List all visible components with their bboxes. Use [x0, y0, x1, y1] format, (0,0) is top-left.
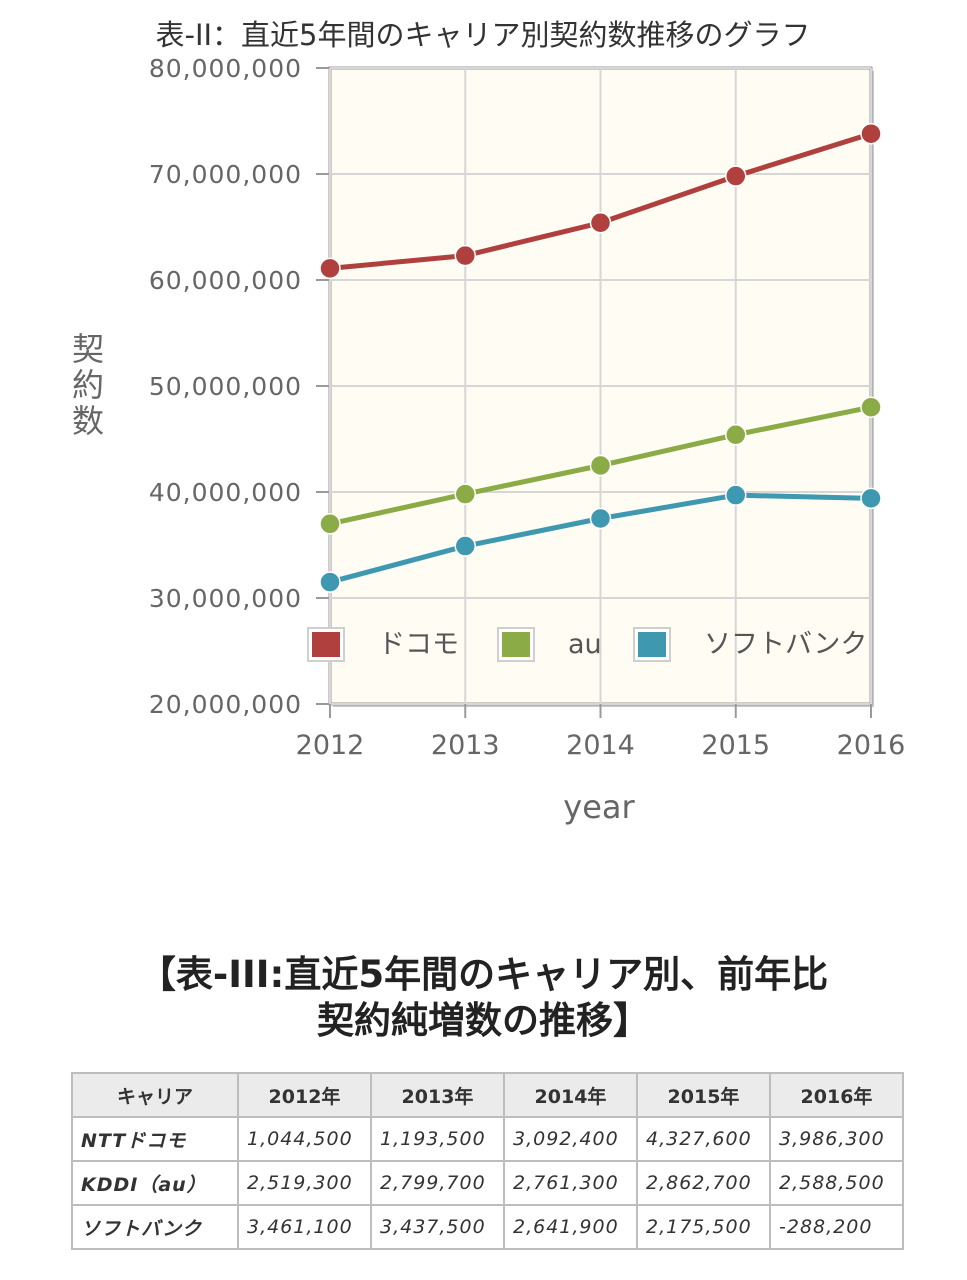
y-tick-label: 70,000,000	[149, 160, 302, 189]
legend-item: au	[497, 627, 602, 662]
table-cell: 2,175,500	[636, 1204, 771, 1250]
table-row: NTTドコモ 1,044,500 1,193,500 3,092,400 4,3…	[71, 1116, 904, 1162]
table-header-row: キャリア 2012年 2013年 2014年 2015年 2016年	[71, 1072, 904, 1118]
x-axis-label: year	[563, 788, 635, 826]
data-point	[589, 507, 612, 530]
table-heading-line2: 契約純増数の推移】	[317, 999, 650, 1042]
table-cell: 2,519,300	[237, 1160, 372, 1206]
y-tick-label: 30,000,000	[149, 584, 302, 613]
table-cell: 3,437,500	[370, 1204, 505, 1250]
header-carrier: キャリア	[71, 1072, 239, 1118]
legend-item: ソフトバンク	[633, 627, 867, 662]
data-point	[454, 535, 476, 557]
data-point	[319, 571, 341, 593]
header-2015: 2015年	[636, 1072, 771, 1118]
table-cell: -288,200	[769, 1204, 904, 1250]
x-tick-label: 2012	[296, 730, 365, 761]
y-axis-label: 契約数	[72, 330, 104, 440]
header-2012: 2012年	[237, 1072, 372, 1118]
legend-swatch	[638, 632, 666, 657]
table-row: ソフトバンク 3,461,100 3,437,500 2,641,900 2,1…	[71, 1204, 904, 1250]
legend-item: ドコモ	[307, 627, 459, 662]
y-tick-label: 40,000,000	[149, 478, 302, 507]
table-cell: NTTドコモ	[71, 1116, 239, 1162]
table-cell: 4,327,600	[636, 1116, 771, 1162]
legend-label: ソフトバンク	[704, 629, 867, 660]
net-increase-table: キャリア 2012年 2013年 2014年 2015年 2016年 NTTドコ…	[71, 1072, 904, 1250]
table-cell: 1,044,500	[237, 1116, 372, 1162]
plot-area	[328, 66, 874, 707]
header-2014: 2014年	[503, 1072, 638, 1118]
table-cell: 2,641,900	[503, 1204, 638, 1250]
data-point	[860, 396, 882, 418]
gridlines	[316, 67, 872, 718]
legend-swatch	[312, 632, 340, 657]
x-tick-label: 2013	[431, 730, 500, 761]
table-cell: 2,862,700	[636, 1160, 771, 1206]
series-au	[319, 396, 882, 535]
line-chart: 表-II：直近5年間のキャリア別契約数推移のグラフ 20,000,000 30,0…	[72, 18, 906, 826]
table-cell: 2,799,700	[370, 1160, 505, 1206]
header-2016: 2016年	[769, 1072, 904, 1118]
data-point	[319, 513, 341, 535]
legend-label: ドコモ	[378, 629, 459, 660]
table-row: KDDI（au） 2,519,300 2,799,700 2,761,300 2…	[71, 1160, 904, 1206]
y-tick-label: 50,000,000	[149, 372, 302, 401]
table-cell: 3,986,300	[769, 1116, 904, 1162]
data-point	[725, 424, 747, 446]
table-cell: 2,761,300	[503, 1160, 638, 1206]
table-cell: KDDI（au）	[71, 1160, 239, 1206]
legend-swatch	[502, 632, 530, 657]
data-point	[589, 212, 612, 234]
series-ソフトバンク	[319, 484, 882, 593]
x-tick-label: 2016	[837, 730, 906, 761]
table-cell: 3,461,100	[237, 1204, 372, 1250]
header-2013: 2013年	[370, 1072, 505, 1118]
data-point	[319, 257, 341, 280]
data-point	[725, 165, 747, 187]
table-cell: 3,092,400	[503, 1116, 638, 1162]
data-point	[454, 483, 476, 505]
legend: ドコモ au ソフトバンク	[307, 627, 867, 662]
legend-label: au	[568, 629, 602, 660]
data-point	[860, 487, 882, 510]
table-heading: 【表-III:直近5年間のキャリア別、前年比 契約純増数の推移】	[0, 952, 967, 1044]
y-tick-label: 80,000,000	[149, 54, 302, 83]
data-point	[725, 484, 747, 506]
table-cell: ソフトバンク	[71, 1204, 239, 1250]
series-layer	[319, 122, 882, 593]
chart-title: 表-II：直近5年間のキャリア別契約数推移のグラフ	[155, 18, 810, 52]
data-point	[454, 244, 476, 267]
table-heading-line1: 【表-III:直近5年間のキャリア別、前年比	[138, 953, 829, 996]
y-axis-ticks: 20,000,000 30,000,000 40,000,000 50,000,000…	[149, 54, 302, 719]
series-ドコモ	[319, 122, 882, 280]
data-point	[860, 122, 882, 145]
data-point	[589, 454, 612, 477]
y-tick-label: 20,000,000	[149, 690, 302, 719]
table-cell: 1,193,500	[370, 1116, 505, 1162]
x-tick-label: 2014	[566, 730, 635, 761]
y-tick-label: 60,000,000	[149, 266, 302, 295]
x-tick-label: 2015	[701, 730, 770, 761]
table-cell: 2,588,500	[769, 1160, 904, 1206]
x-axis-ticks: 2012 2013 2014 2015 2016	[296, 730, 906, 761]
